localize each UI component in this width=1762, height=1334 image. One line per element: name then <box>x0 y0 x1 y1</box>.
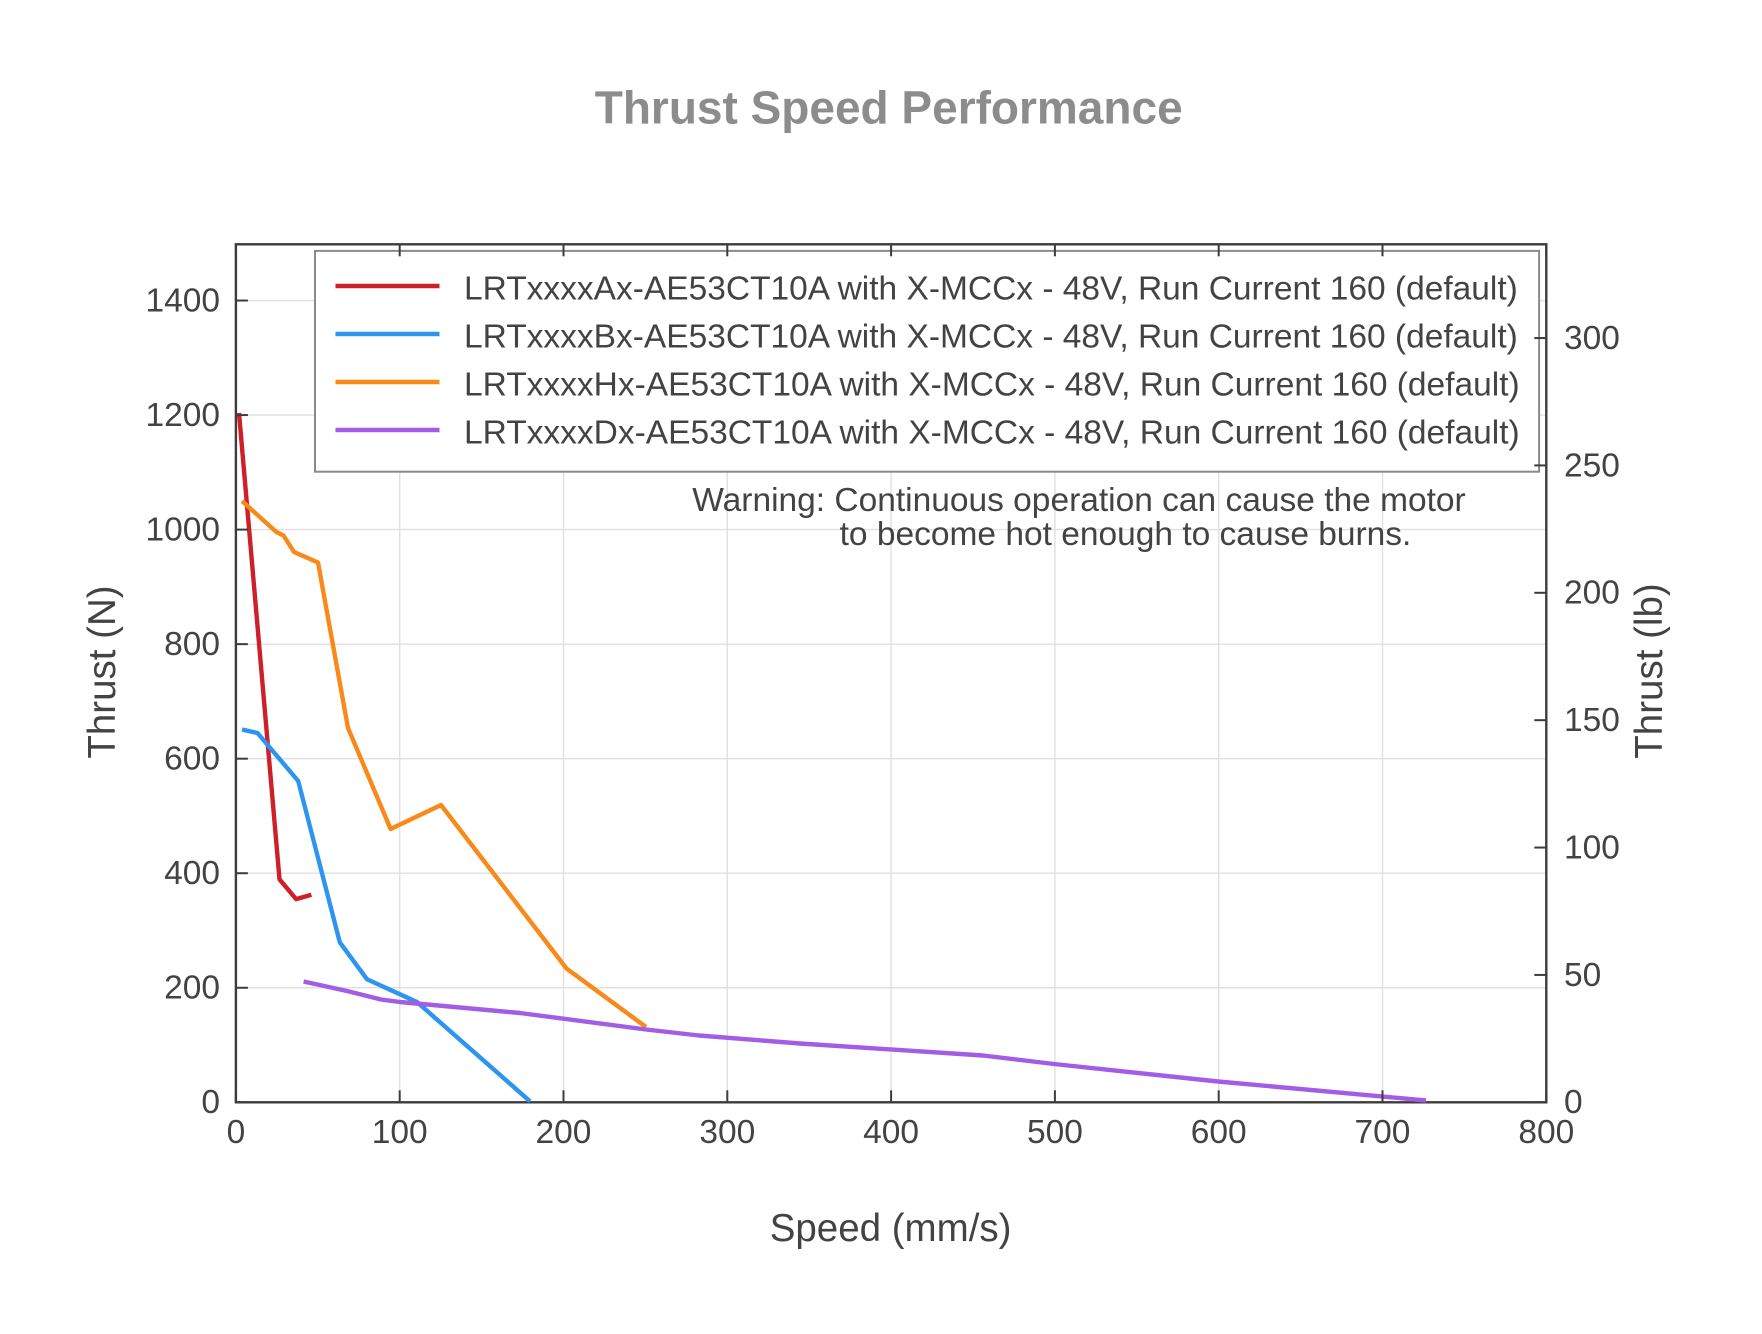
svg-text:600: 600 <box>1191 1114 1247 1151</box>
svg-text:100: 100 <box>1564 830 1620 867</box>
svg-text:50: 50 <box>1564 957 1601 994</box>
svg-text:200: 200 <box>164 970 220 1007</box>
svg-text:1400: 1400 <box>145 282 220 319</box>
svg-text:0: 0 <box>201 1084 220 1121</box>
svg-text:800: 800 <box>1518 1114 1574 1151</box>
svg-text:LRTxxxxDx-AE53CT10A with X-MCC: LRTxxxxDx-AE53CT10A with X-MCCx - 48V, R… <box>464 414 1520 451</box>
svg-text:600: 600 <box>164 741 220 778</box>
svg-text:0: 0 <box>1564 1084 1583 1121</box>
svg-text:0: 0 <box>227 1114 246 1151</box>
svg-text:700: 700 <box>1355 1114 1411 1151</box>
svg-text:300: 300 <box>699 1114 755 1151</box>
svg-text:Thrust (lb): Thrust (lb) <box>1628 583 1671 758</box>
svg-text:800: 800 <box>164 626 220 663</box>
svg-text:300: 300 <box>1564 320 1620 357</box>
svg-text:500: 500 <box>1027 1114 1083 1151</box>
svg-text:150: 150 <box>1564 702 1620 739</box>
svg-text:100: 100 <box>372 1114 428 1151</box>
svg-text:200: 200 <box>1564 575 1620 612</box>
svg-text:1200: 1200 <box>145 397 220 434</box>
svg-text:200: 200 <box>536 1114 592 1151</box>
svg-text:400: 400 <box>863 1114 919 1151</box>
svg-text:LRTxxxxBx-AE53CT10A with X-MCC: LRTxxxxBx-AE53CT10A with X-MCCx - 48V, R… <box>464 318 1518 355</box>
svg-text:LRTxxxxAx-AE53CT10A with X-MCC: LRTxxxxAx-AE53CT10A with X-MCCx - 48V, R… <box>464 270 1518 307</box>
svg-text:Thrust Speed Performance: Thrust Speed Performance <box>595 81 1183 133</box>
svg-text:Speed (mm/s): Speed (mm/s) <box>770 1207 1012 1250</box>
svg-text:to become hot enough to cause: to become hot enough to cause burns. <box>840 516 1412 553</box>
svg-text:1000: 1000 <box>145 512 220 549</box>
svg-text:Warning: Continuous operation: Warning: Continuous operation can cause … <box>692 482 1465 519</box>
svg-text:Thrust (N): Thrust (N) <box>81 585 124 758</box>
svg-text:250: 250 <box>1564 447 1620 484</box>
svg-text:400: 400 <box>164 855 220 892</box>
svg-text:LRTxxxxHx-AE53CT10A with X-MCC: LRTxxxxHx-AE53CT10A with X-MCCx - 48V, R… <box>464 366 1520 403</box>
